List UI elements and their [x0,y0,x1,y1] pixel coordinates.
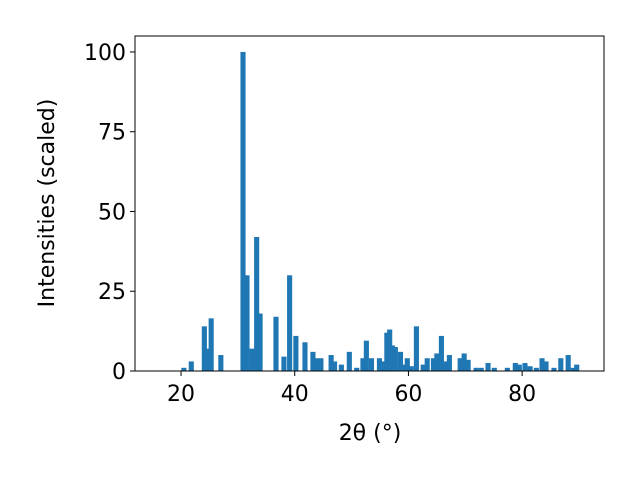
bar [516,364,522,371]
y-tick-label: 75 [98,121,126,146]
bar [249,348,255,371]
bar [522,363,528,371]
bar [310,351,316,371]
bar [254,237,260,371]
bar [392,347,398,371]
x-tick-label: 20 [167,382,195,407]
bar [397,351,404,371]
bar [434,353,440,371]
bar [420,364,426,371]
bar [408,366,414,371]
y-tick-label: 0 [112,360,126,385]
bar [570,367,576,371]
bar [313,358,319,371]
bar [478,367,484,371]
bar [363,340,369,371]
bar [354,367,360,371]
bar [204,348,210,371]
plot-frame [134,35,605,372]
bar [446,355,452,371]
bar [512,363,518,371]
bar [485,363,491,371]
bar [491,367,497,371]
bar [328,355,334,371]
bar [360,358,366,371]
bar [387,329,393,371]
bar [380,361,386,371]
bar [400,364,406,371]
bar [240,51,246,371]
bar [539,358,545,371]
bar [404,358,410,371]
bar [331,361,338,371]
x-axis-label: 2θ (°) [339,421,402,446]
bar [551,367,557,371]
y-axis-label: Intensities (scaled) [35,99,60,308]
bar [473,367,479,371]
bar [543,361,549,371]
bar [287,275,293,371]
y-tick-label: 50 [98,200,126,225]
x-tick-label: 60 [394,382,422,407]
x-tick-label: 40 [281,382,309,407]
x-tick-label: 80 [508,382,536,407]
bar [457,358,463,371]
bar [442,361,448,371]
bar [461,353,467,371]
bar [318,358,324,371]
bar [465,359,471,371]
bar [181,367,187,371]
bar [188,361,194,371]
bar [533,367,539,371]
bar [558,358,564,371]
bar [438,335,444,371]
bar [430,358,437,371]
bar [368,358,375,371]
bar [293,335,299,371]
bar [565,355,571,371]
bar [504,367,510,371]
y-tick-label: 100 [84,41,126,66]
bar [208,318,214,371]
bar [424,358,430,371]
bar [413,326,419,371]
bar [389,345,396,371]
bar [244,275,250,371]
bar [338,364,344,371]
bar [346,351,352,371]
y-tick-label: 25 [98,280,126,305]
bar [384,332,390,371]
bar [218,355,224,371]
bar [281,356,287,371]
bar [257,313,263,371]
bar [527,366,533,371]
bar [273,316,279,371]
bar [201,326,207,371]
bar [376,358,383,371]
bar [302,342,308,371]
bar [574,364,580,371]
